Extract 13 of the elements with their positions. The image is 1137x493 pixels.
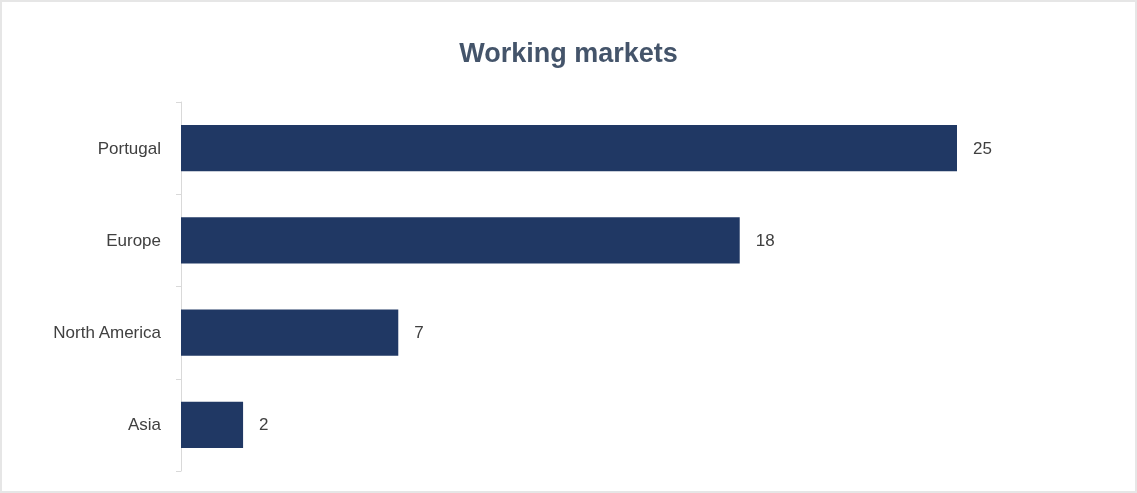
bar [181,217,740,264]
y-tick-label: Portugal [97,138,161,158]
data-label: 25 [973,138,992,158]
bar [181,401,244,448]
bar [181,309,399,356]
y-tick-label: Europe [106,230,161,250]
chart-title: Working markets [459,37,678,68]
bar [181,125,957,172]
y-tick-label: Asia [127,415,162,435]
y-tick-label: North America [53,323,162,343]
data-label: 18 [755,230,775,250]
data-label: 7 [414,323,424,343]
data-label: 2 [259,415,269,435]
